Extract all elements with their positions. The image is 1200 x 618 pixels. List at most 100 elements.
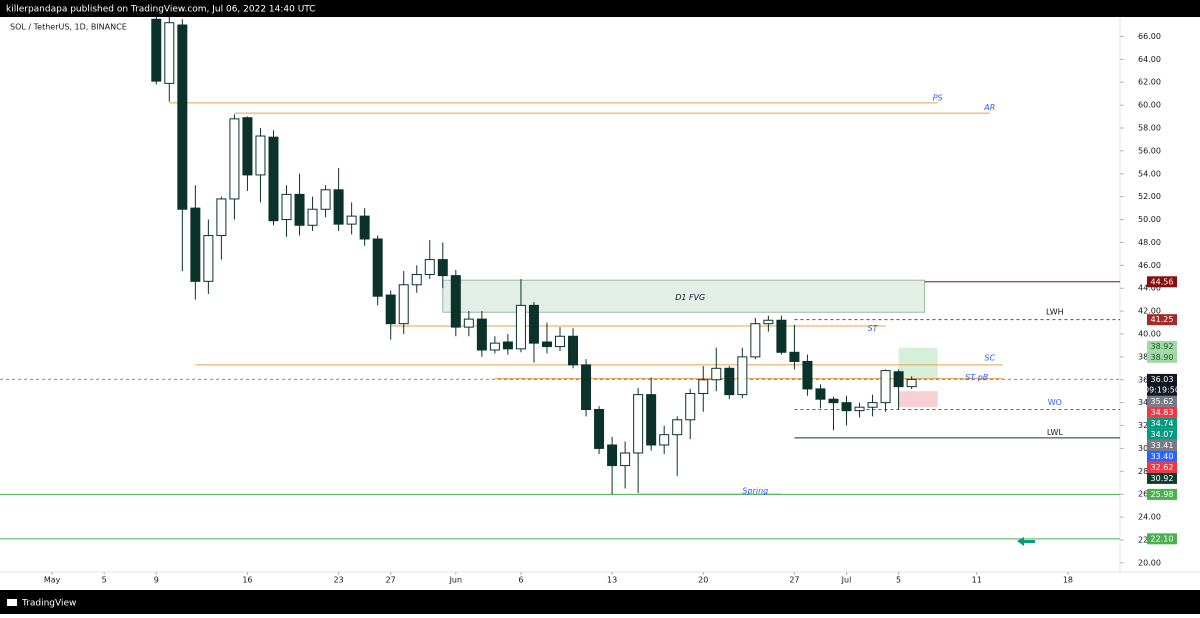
x-tick-label: 18 [1063, 576, 1073, 585]
price-label-text: 44.56 [1151, 277, 1174, 286]
y-tick-label: 42.00 [1138, 307, 1161, 316]
annotation: LWL [1047, 428, 1064, 437]
candle-body [229, 118, 240, 200]
candle-body [424, 259, 435, 275]
candle-body [463, 318, 474, 328]
annotation: AR [983, 103, 995, 112]
x-tick-label: 5 [896, 576, 901, 585]
candle-body [698, 379, 709, 394]
zone [898, 347, 938, 380]
candle-body [893, 371, 904, 388]
annotation: PS [933, 94, 943, 103]
candle-body [281, 193, 292, 221]
candle-body [633, 394, 644, 454]
candle-body [528, 304, 539, 344]
candle-body [555, 335, 565, 348]
tv-logo [7, 599, 17, 606]
price-label [1147, 533, 1177, 545]
x-tick-label: 23 [334, 576, 344, 585]
y-tick-label: 54.00 [1138, 169, 1161, 178]
candle-body [750, 323, 761, 358]
y-tick-label: 46.00 [1138, 261, 1161, 270]
price-label-text: 25.98 [1151, 490, 1174, 499]
annotation: SC [984, 354, 995, 363]
x-tick-label: Jun [449, 576, 463, 585]
candle-body [502, 341, 513, 350]
price-label [1147, 340, 1177, 352]
x-tick-label: 6 [518, 576, 523, 585]
price-label-text: 34.07 [1151, 430, 1174, 439]
candle-body [268, 136, 279, 222]
candle-body [385, 294, 396, 325]
y-tick-label: 24.00 [1138, 513, 1161, 522]
y-tick-label: 56.00 [1138, 146, 1161, 155]
price-label-text: 30.92 [1151, 474, 1174, 483]
x-tick-label: 16 [242, 576, 252, 585]
candle-body [307, 208, 318, 226]
annotation: Spring [742, 486, 768, 495]
x-tick-label: 9 [154, 576, 159, 585]
y-tick-label: 64.00 [1138, 55, 1161, 64]
countdown: 09:19:50 [1144, 385, 1180, 394]
candle-body [737, 356, 748, 396]
x-tick-label: Jul [841, 576, 852, 585]
candle-body [724, 367, 735, 396]
x-tick-label: 11 [972, 576, 982, 585]
candle-body [841, 402, 852, 412]
price-label [1147, 439, 1177, 451]
candle-body [515, 304, 526, 350]
price-label [1147, 351, 1177, 363]
y-tick-label: 40.00 [1138, 329, 1161, 338]
candle-body [333, 189, 344, 225]
candle-body [711, 367, 722, 381]
footer-bar [0, 590, 1200, 614]
candle-body [255, 135, 266, 176]
annotation: WO [1048, 398, 1062, 407]
price-label [1147, 461, 1177, 473]
publisher: killerpandapa published on TradingView.c… [6, 5, 316, 15]
price-label [1147, 395, 1177, 407]
price-label-text: 34.83 [1151, 408, 1174, 417]
candle-body [815, 388, 826, 400]
candle-body [216, 198, 227, 237]
candle-body [763, 319, 774, 325]
candle-body [489, 342, 500, 351]
x-tick-label: 20 [698, 576, 708, 585]
price-label [1147, 488, 1177, 500]
plot: PS AR D1 FVG ST SC ST pB LWH WO LWL Spring [0, 17, 1120, 540]
symbol-title: SOL / TetherUS, 1D, BINANCE [10, 23, 127, 32]
y-tick-label: 44.00 [1138, 284, 1161, 293]
x-tick-label: 13 [607, 576, 617, 585]
price-label-text: 33.40 [1151, 452, 1174, 461]
candle-body [372, 238, 383, 297]
price-label [1147, 450, 1177, 462]
price-label [1147, 428, 1177, 440]
candle-body [320, 189, 331, 210]
candle-body [151, 18, 162, 82]
x-tick-label: May [44, 576, 61, 585]
annotation: D1 FVG [675, 293, 705, 302]
price-label-text: 32.62 [1151, 463, 1174, 472]
price-label-text: 22.10 [1151, 534, 1174, 543]
candle-body [594, 409, 605, 449]
candle-body [789, 351, 800, 362]
candle-body [607, 444, 618, 467]
candle-body [242, 117, 253, 176]
zone [898, 391, 938, 408]
candle-body [177, 24, 188, 210]
y-tick-label: 20.00 [1138, 558, 1161, 567]
arrow [1017, 537, 1035, 546]
price-label-text: 34.74 [1151, 419, 1174, 428]
price-label [1147, 472, 1177, 484]
y-tick-label: 60.00 [1138, 101, 1161, 110]
candle-body [359, 215, 370, 240]
candle-body [854, 406, 865, 412]
y-tick-label: 66.00 [1138, 32, 1161, 41]
price-label [1147, 406, 1177, 418]
price-label-text: 38.90 [1151, 353, 1174, 362]
x-tick-label: 5 [102, 576, 107, 585]
candle-body [646, 394, 657, 446]
x-tick-label: 27 [386, 576, 396, 585]
